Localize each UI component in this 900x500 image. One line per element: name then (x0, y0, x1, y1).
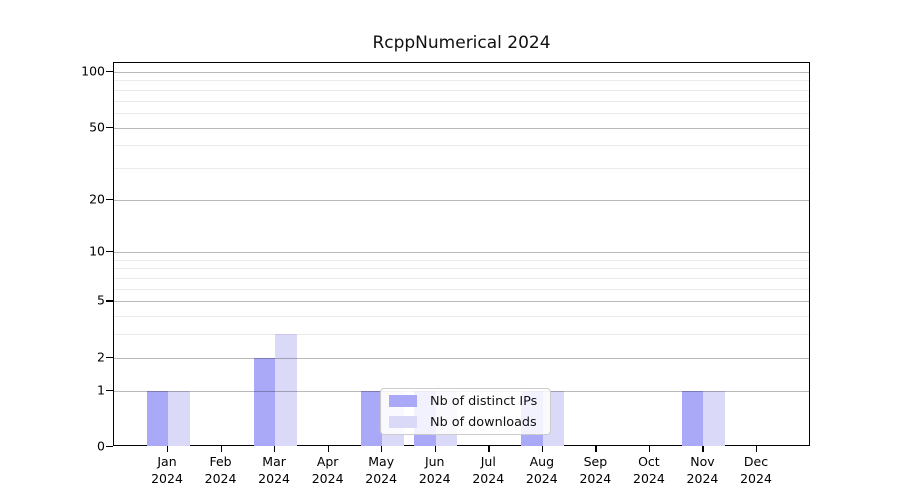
y-tick-mark (106, 356, 113, 359)
legend-swatch-downloads (389, 416, 417, 428)
gridline-minor (114, 334, 809, 336)
x-tick-mark (541, 446, 544, 452)
gridline-minor (114, 167, 809, 169)
y-tick-mark (106, 446, 113, 448)
x-tick-mark (595, 446, 597, 452)
x-tick-mark (434, 446, 437, 452)
gridline-minor (114, 112, 809, 114)
bar-mar-s1 (275, 334, 297, 446)
x-tick-mark (327, 446, 329, 452)
x-tick-label: Jul 2024 (472, 454, 505, 486)
gridline-minor (114, 316, 809, 318)
y-tick-label: 0 (97, 438, 105, 454)
x-tick-label: Sep 2024 (579, 454, 612, 486)
bar-nov-s0 (681, 390, 704, 446)
bar-jan-s0 (146, 390, 168, 446)
x-tick-label: Dec 2024 (740, 454, 772, 486)
gridline-major (114, 357, 809, 359)
x-tick-label: Apr 2024 (311, 454, 344, 486)
legend: Nb of distinct IPs Nb of downloads (380, 388, 551, 435)
bar-jan-s1 (168, 390, 190, 446)
gridline-major (114, 252, 809, 254)
gridline-minor (114, 145, 809, 147)
x-tick-mark (220, 446, 222, 452)
legend-swatch-distinct-ips (389, 395, 417, 407)
x-tick-mark (756, 446, 758, 452)
x-tick-label: Jan 2024 (151, 454, 183, 486)
x-tick-mark (167, 446, 169, 452)
x-tick-mark (648, 446, 651, 452)
x-tick-mark (488, 446, 490, 452)
bar-nov-s1 (703, 390, 725, 446)
chart-title: RcppNumerical 2024 (372, 33, 551, 53)
y-tick-label: 10 (89, 243, 105, 259)
y-tick-label: 1 (97, 382, 105, 398)
gridline-minor (114, 288, 809, 290)
y-tick-mark (106, 300, 113, 302)
y-tick-mark (106, 251, 113, 253)
x-tick-label: Mar 2024 (258, 454, 290, 486)
gridline-minor (114, 268, 809, 270)
y-tick-mark (106, 389, 113, 391)
legend-label: Nb of distinct IPs (430, 393, 538, 409)
y-tick-label: 5 (97, 292, 105, 308)
bar-mar-s0 (253, 357, 276, 446)
legend-item-downloads: Nb of downloads (387, 414, 544, 431)
legend-item-distinct-ips: Nb of distinct IPs (387, 393, 544, 410)
x-tick-label: Nov 2024 (686, 454, 719, 486)
gridline-major (114, 72, 809, 73)
y-tick-mark (106, 126, 113, 128)
bar-may-s0 (360, 390, 383, 446)
gridline-major (114, 199, 809, 201)
gridline-minor (114, 259, 809, 261)
gridline-minor (114, 100, 809, 102)
y-tick-mark (106, 71, 113, 73)
y-tick-label: 20 (89, 191, 105, 207)
gridline-minor (114, 89, 809, 91)
y-tick-label: 2 (97, 349, 105, 365)
x-tick-label: Oct 2024 (633, 454, 665, 486)
x-tick-mark (702, 446, 704, 452)
x-tick-label: Aug 2024 (525, 454, 558, 486)
x-tick-label: May 2024 (365, 454, 398, 486)
x-tick-label: Jun 2024 (418, 454, 451, 486)
y-tick-label: 100 (81, 63, 105, 79)
gridline-minor (114, 278, 809, 280)
legend-label: Nb of downloads (430, 414, 537, 430)
gridline-major (114, 127, 809, 129)
y-tick-label: 50 (89, 119, 105, 135)
gridline-minor (114, 80, 809, 82)
gridline-major (114, 301, 809, 303)
x-tick-mark (381, 446, 383, 452)
x-tick-label: Feb 2024 (204, 454, 237, 486)
y-tick-mark (106, 198, 113, 200)
x-tick-mark (274, 446, 276, 452)
